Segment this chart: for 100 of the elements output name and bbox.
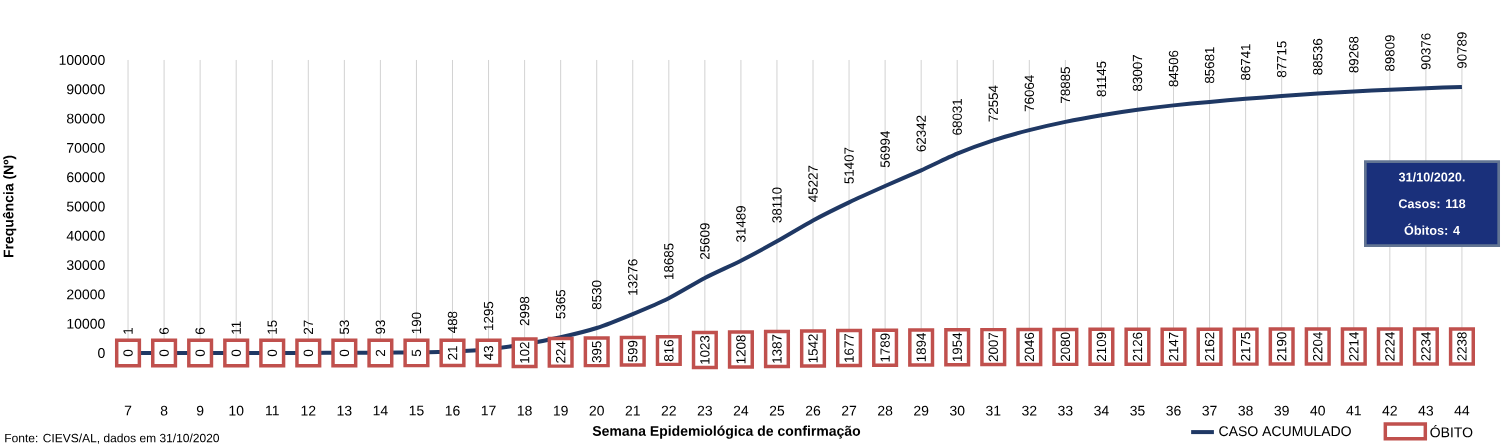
data-label: 38110 bbox=[772, 187, 782, 223]
y-tick-label: 30000 bbox=[66, 260, 105, 271]
x-tick-label: 39 bbox=[1274, 405, 1289, 416]
x-axis-title: Semana Epidemiológica de confirmação bbox=[592, 425, 861, 439]
x-tick-label: 33 bbox=[1058, 405, 1073, 416]
data-label: 84506 bbox=[1168, 50, 1179, 87]
point bbox=[151, 338, 178, 368]
x-tick-label: 13 bbox=[337, 405, 352, 416]
y-tick-label: 100000 bbox=[59, 55, 105, 65]
x-tick-label: 9 bbox=[196, 405, 204, 416]
point bbox=[114, 338, 142, 368]
data-label: 395 bbox=[591, 341, 602, 363]
data-label: 31489 bbox=[736, 206, 746, 242]
data-label: 86741 bbox=[1240, 44, 1251, 80]
x-tick-label: 36 bbox=[1166, 405, 1181, 416]
data-label: 0 bbox=[123, 349, 133, 357]
data-label: 43 bbox=[483, 346, 494, 360]
point bbox=[403, 338, 430, 368]
legend-label: CASO ACUMULADO bbox=[1219, 426, 1351, 437]
data-label: 2126 bbox=[1132, 332, 1143, 361]
data-label: 81145 bbox=[1096, 61, 1107, 97]
x-tick-label: 10 bbox=[229, 405, 244, 416]
data-label: 1954 bbox=[952, 332, 962, 362]
data-label: 2190 bbox=[1276, 332, 1287, 361]
x-tick-label: 42 bbox=[1382, 405, 1397, 416]
y-tick-label: 40000 bbox=[66, 230, 105, 241]
data-label: 51407 bbox=[844, 147, 854, 184]
data-label: 6 bbox=[195, 327, 205, 335]
x-tick-label: 19 bbox=[553, 405, 568, 416]
x-tick-label: 43 bbox=[1418, 405, 1434, 416]
x-tick-label: 12 bbox=[301, 405, 316, 416]
data-label: 1295 bbox=[483, 301, 494, 330]
x-tick-label: 8 bbox=[160, 405, 168, 416]
x-tick-label: 41 bbox=[1346, 405, 1361, 416]
x-tick-label: 20 bbox=[589, 405, 604, 416]
data-label: 78885 bbox=[1060, 67, 1071, 103]
annotation: Casos: 118 bbox=[1398, 199, 1466, 209]
data-label: 27 bbox=[303, 320, 313, 334]
point bbox=[223, 338, 250, 368]
data-label: 488 bbox=[447, 311, 458, 333]
y-tick-label: 0 bbox=[98, 348, 105, 358]
data-label: 0 bbox=[303, 349, 314, 357]
x-tick-label: 32 bbox=[1022, 405, 1037, 416]
x-tick-label: 40 bbox=[1310, 405, 1325, 416]
data-label: 1 bbox=[123, 327, 133, 334]
data-label: 2162 bbox=[1204, 332, 1215, 361]
y-tick-label: 80000 bbox=[66, 113, 105, 124]
point bbox=[331, 338, 358, 368]
annotation: Óbitos: 4 bbox=[1404, 223, 1460, 235]
x-tick-label: 27 bbox=[841, 405, 857, 416]
x-tick-label: 11 bbox=[266, 405, 279, 416]
data-label: 13276 bbox=[628, 259, 638, 295]
y-tick-label: 20000 bbox=[67, 289, 105, 300]
data-label: 0 bbox=[339, 349, 350, 357]
legend-label: ÓBITO bbox=[1430, 425, 1473, 438]
data-label: 1387 bbox=[772, 334, 782, 363]
data-label: 87715 bbox=[1276, 41, 1287, 78]
data-label: 2080 bbox=[1060, 332, 1071, 362]
data-label: 2046 bbox=[1024, 332, 1035, 362]
data-label: 2147 bbox=[1168, 332, 1179, 361]
data-label: 1023 bbox=[700, 335, 710, 364]
data-label: 2007 bbox=[988, 332, 998, 362]
data-label: 62342 bbox=[916, 115, 926, 152]
data-label: 190 bbox=[411, 312, 422, 334]
data-label: 72554 bbox=[988, 85, 998, 122]
y-tick-label: 50000 bbox=[66, 201, 105, 212]
x-tick-label: 14 bbox=[373, 405, 388, 416]
x-tick-label: 15 bbox=[409, 405, 424, 416]
x-tick-label: 35 bbox=[1130, 405, 1145, 416]
data-label: 599 bbox=[628, 340, 638, 362]
data-label: 2998 bbox=[519, 296, 530, 326]
x-tick-label: 7 bbox=[124, 405, 132, 416]
data-label: 6 bbox=[159, 327, 169, 335]
data-label: 5365 bbox=[555, 289, 566, 319]
y-tick-label: 70000 bbox=[67, 142, 105, 153]
data-label: 1208 bbox=[736, 335, 746, 364]
data-label: 89268 bbox=[1349, 36, 1359, 73]
data-label: 1789 bbox=[880, 333, 890, 362]
x-tick-label: 29 bbox=[914, 405, 929, 416]
data-label: 11 bbox=[231, 321, 241, 334]
data-label: 90789 bbox=[1457, 32, 1467, 69]
data-label: 89809 bbox=[1385, 35, 1395, 71]
data-label: 2234 bbox=[1421, 332, 1431, 361]
data-label: 2214 bbox=[1349, 332, 1359, 361]
data-label: 76064 bbox=[1024, 75, 1035, 112]
data-label: 18685 bbox=[664, 243, 674, 279]
data-label: 53 bbox=[339, 320, 350, 335]
point bbox=[259, 338, 286, 368]
data-label: 0 bbox=[231, 349, 241, 357]
data-label: 0 bbox=[267, 349, 277, 357]
data-label: 2224 bbox=[1385, 332, 1395, 361]
data-label: 85681 bbox=[1204, 47, 1215, 84]
y-tick-label: 10000 bbox=[67, 318, 105, 329]
x-tick-label: 25 bbox=[769, 405, 785, 416]
data-label: 816 bbox=[664, 340, 674, 362]
x-tick-label: 38 bbox=[1238, 405, 1253, 416]
data-label: 8530 bbox=[591, 280, 602, 310]
data-label: 2 bbox=[375, 349, 386, 357]
data-label: 1542 bbox=[808, 334, 818, 363]
x-tick-label: 34 bbox=[1094, 405, 1109, 416]
